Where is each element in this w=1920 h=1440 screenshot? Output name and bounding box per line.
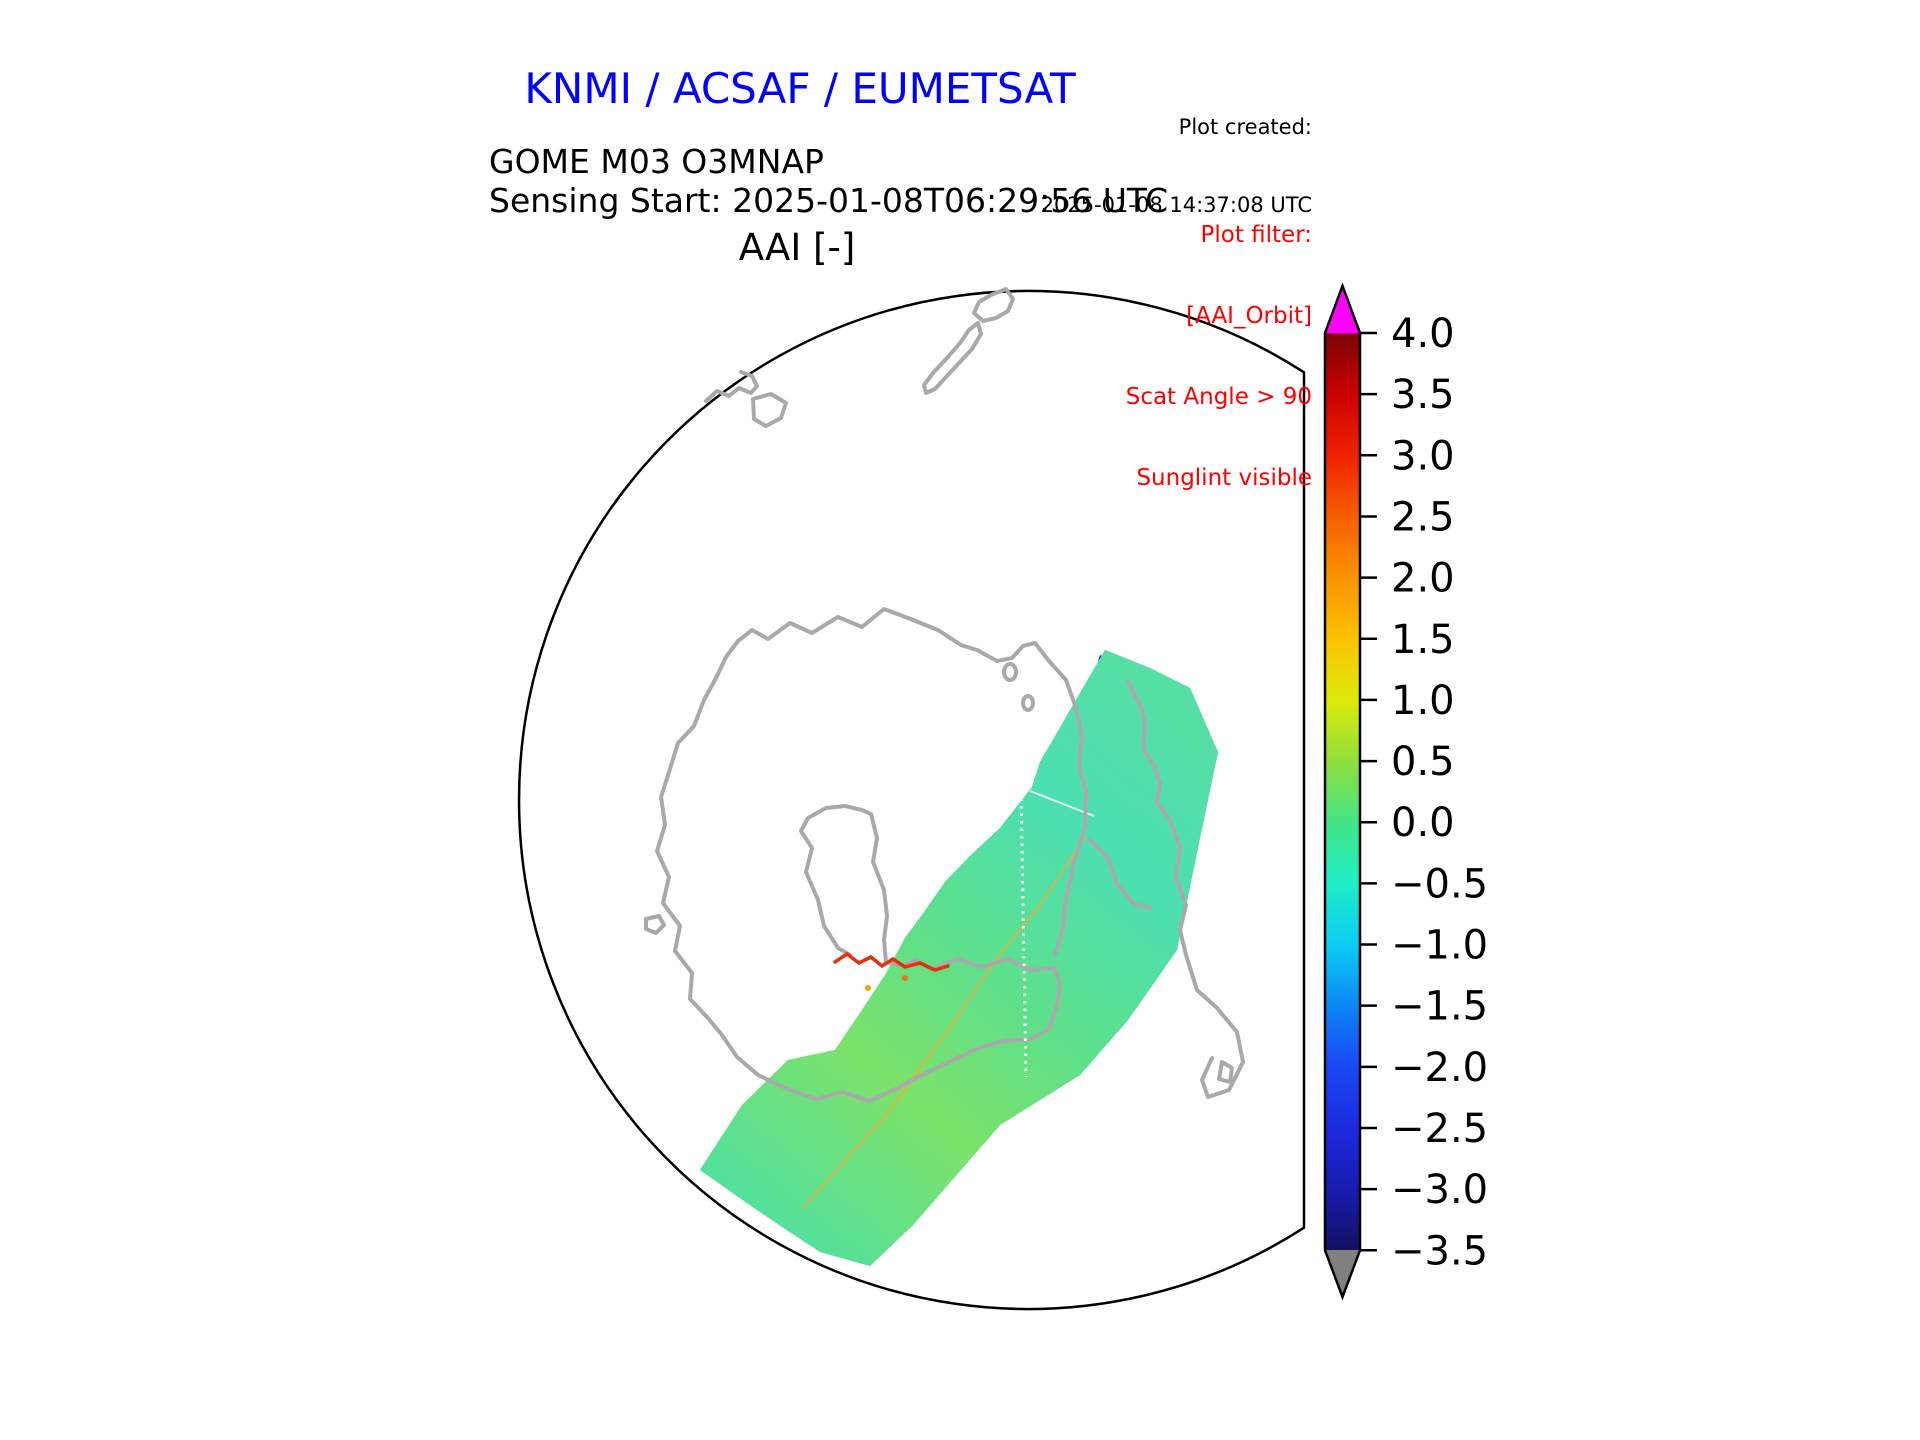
- colorbar-tick-label: 4.0: [1391, 311, 1455, 357]
- colorbar-tick-label: 2.5: [1391, 494, 1455, 540]
- orbit-track-thin-line: [802, 835, 1087, 1209]
- ross-sea-bay-coast: [799, 804, 1056, 972]
- colorbar-over-arrow: [1324, 287, 1361, 334]
- plot-filter-line-1: [AAI_Orbit]: [1186, 303, 1312, 329]
- plot-filter-block: Plot filter: [AAI_Orbit] Scat Angle > 90…: [912, 168, 1312, 546]
- colorbar-tick-label: 0.5: [1391, 739, 1455, 785]
- orange-spot-2: [865, 985, 871, 991]
- nz-south-island: [922, 321, 983, 395]
- triangular-island: [751, 392, 788, 428]
- colorbar-tick-label: 1.5: [1391, 617, 1455, 663]
- antarctica-outer-coast: [655, 607, 1062, 1103]
- nz-north-island: [972, 287, 1015, 323]
- plot-filter-line-3: Sunglint visible: [1136, 465, 1312, 491]
- victoria-land-coast: [906, 616, 1088, 957]
- coastal-aerosol-streak: [833, 951, 950, 991]
- colorbar-tick-label: −2.0: [1391, 1045, 1488, 1091]
- coastal-islet-2: [1021, 694, 1035, 712]
- colorbar-tick-label: 0.0: [1391, 800, 1455, 846]
- colorbar-tick-label: 1.0: [1391, 678, 1455, 724]
- small-island-blob: [1217, 1060, 1234, 1084]
- northeast-coast-squiggle: [1126, 680, 1245, 1099]
- colorbar-tick-label: −0.5: [1391, 861, 1488, 907]
- plot-filter-line-2: Scat Angle > 90: [1125, 384, 1312, 410]
- colorbar-ticks: 4.0 3.5 3.0 2.5 2.0 1.5 1.0 0.5 0.0 −0.5 −1.0 −1.5 −…: [1360, 311, 1488, 1274]
- red-streak: [833, 951, 950, 972]
- tiny-island: [644, 914, 666, 935]
- plot-filter-label: Plot filter:: [1200, 222, 1312, 248]
- coastal-islet-1: [1002, 662, 1018, 682]
- main-title: KNMI / ACSAF / EUMETSAT: [524, 64, 1076, 113]
- colorbar-under-arrow: [1324, 1250, 1361, 1296]
- colorbar-tick-label: −3.0: [1391, 1167, 1488, 1213]
- colorbar-tick-label: −2.5: [1391, 1106, 1488, 1152]
- granule-gap-line: [1029, 790, 1095, 817]
- map-boundary: [517, 289, 1306, 1311]
- colorbar-tick-label: −1.0: [1391, 923, 1488, 969]
- plot-created-label: Plot created:: [1178, 115, 1312, 139]
- product-line: GOME M03 O3MNAP: [489, 142, 824, 181]
- plot-created-value: 2025-01-08 14:37:08 UTC: [1040, 193, 1312, 217]
- colorbar-tick-label: −1.5: [1391, 984, 1488, 1030]
- coastlines: [644, 287, 1245, 1103]
- boundary-edge-island: [704, 370, 759, 403]
- plot-created-block: Plot created: 2025-01-08 14:37:08 UTC: [912, 62, 1312, 270]
- colorbar-gradient-bar: [1325, 333, 1360, 1251]
- orange-spot-1: [902, 975, 908, 981]
- colorbar: 4.0 3.5 3.0 2.5 2.0 1.5 1.0 0.5 0.0 −0.5 −1.0 −1.5 −…: [1323, 282, 1488, 1301]
- colorbar-tick-label: 2.0: [1391, 556, 1455, 602]
- colorbar-tick-label: 3.5: [1391, 372, 1455, 418]
- map-title: AAI [-]: [738, 226, 856, 269]
- colorbar-tick-label: 3.0: [1391, 433, 1455, 479]
- coast-fragment: [1088, 838, 1152, 910]
- sensing-start-line: Sensing Start: 2025-01-08T06:29:56 UTC: [489, 181, 1169, 220]
- ground-track-dotted-line: [1019, 790, 1028, 1078]
- colorbar-tick-label: −3.5: [1391, 1228, 1488, 1274]
